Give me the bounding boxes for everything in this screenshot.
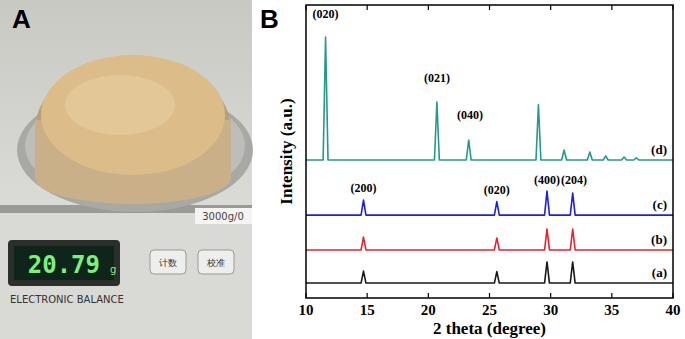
brand-label: ELECTRONIC BALANCE: [10, 294, 124, 305]
display-reading: 20.79: [28, 251, 100, 279]
xrd-pattern: [306, 262, 673, 283]
figure: 3000g/020.79g计数校准ELECTRONIC BALANCEAB101…: [0, 0, 685, 339]
x-tick-label: 40: [666, 302, 681, 318]
peak-label: (020): [313, 7, 339, 21]
display-unit: g: [110, 264, 116, 275]
series-label: (b): [651, 232, 667, 247]
x-tick-label: 15: [360, 302, 375, 318]
powder-highlight: [65, 75, 175, 135]
peak-label: (020): [484, 183, 510, 197]
series-label: (c): [653, 197, 667, 212]
capacity-label: 3000g/0: [202, 211, 244, 222]
x-tick-label: 25: [482, 302, 497, 318]
chart-panel: 10 15 20 25 30 35 40 (a) (b) (c) (d) (200) (020) (400…: [277, 5, 681, 338]
powder: [41, 55, 225, 175]
plot-frame: [306, 5, 673, 298]
xrd-pattern: [306, 37, 673, 160]
series-label: (d): [651, 142, 667, 157]
button-label: 校准: [206, 258, 225, 268]
y-axis-title: Intensity (a.u.): [277, 98, 296, 204]
x-tick-label: 30: [543, 302, 558, 318]
peak-label: (200): [350, 181, 376, 195]
peak-label: (400): [534, 173, 560, 187]
button-label: 计数: [159, 258, 177, 268]
balance-button: [150, 250, 186, 274]
balance-body: [0, 205, 252, 339]
balance-button: [198, 250, 234, 274]
peak-label: (040): [457, 108, 483, 122]
xrd-pattern: [306, 229, 673, 250]
plot-data: [306, 37, 673, 283]
x-axis-title: 2 theta (degree): [433, 319, 546, 338]
x-tick-label: 10: [299, 302, 314, 318]
x-tick-label: 20: [421, 302, 436, 318]
panel-label: A: [12, 4, 31, 34]
series-label: (a): [652, 265, 667, 280]
photo-panel: 3000g/0 20.79 g 计数 校准 ELECTRONIC BALANCE: [0, 0, 253, 339]
display-frame: [8, 240, 120, 286]
peak-label: (204): [561, 173, 587, 187]
photo-background: [0, 0, 252, 339]
panel-label: B: [260, 4, 279, 34]
capacity-tag: [195, 208, 252, 224]
peak-label: (021): [424, 71, 450, 85]
x-tick-label: 35: [604, 302, 619, 318]
display-screen: [14, 246, 114, 280]
